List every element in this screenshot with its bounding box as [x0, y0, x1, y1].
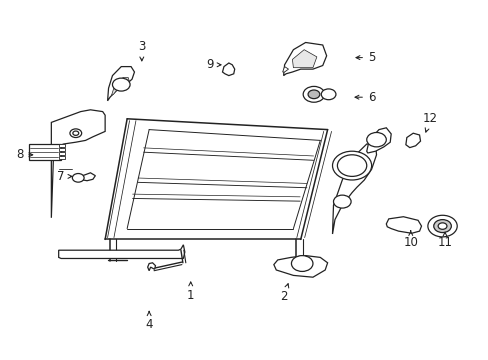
Polygon shape — [386, 217, 421, 233]
Polygon shape — [273, 256, 327, 277]
Circle shape — [70, 129, 81, 138]
Text: 8: 8 — [16, 148, 33, 161]
Circle shape — [337, 155, 366, 176]
Polygon shape — [332, 144, 376, 234]
Polygon shape — [111, 77, 129, 95]
Circle shape — [433, 220, 450, 233]
Circle shape — [303, 86, 324, 102]
Text: 5: 5 — [355, 51, 375, 64]
Circle shape — [437, 223, 446, 229]
Circle shape — [112, 78, 130, 91]
Circle shape — [73, 131, 79, 135]
Polygon shape — [405, 133, 420, 148]
Polygon shape — [51, 110, 105, 218]
Polygon shape — [222, 63, 234, 76]
Polygon shape — [72, 173, 95, 181]
Polygon shape — [59, 148, 64, 151]
Polygon shape — [107, 67, 134, 101]
Circle shape — [366, 132, 386, 147]
Polygon shape — [366, 128, 390, 153]
Circle shape — [72, 174, 84, 182]
Text: 3: 3 — [138, 40, 145, 61]
Polygon shape — [59, 156, 64, 159]
Text: 4: 4 — [145, 311, 153, 330]
Text: 12: 12 — [422, 112, 437, 132]
Text: 9: 9 — [206, 58, 221, 71]
Polygon shape — [29, 144, 61, 160]
Circle shape — [307, 90, 319, 99]
Polygon shape — [59, 152, 64, 155]
Circle shape — [321, 89, 335, 100]
Circle shape — [333, 195, 350, 208]
Text: 1: 1 — [186, 282, 194, 302]
Text: 7: 7 — [57, 170, 72, 183]
Circle shape — [291, 256, 312, 271]
Polygon shape — [283, 42, 326, 76]
Circle shape — [332, 151, 371, 180]
Text: 10: 10 — [403, 231, 417, 249]
Polygon shape — [282, 67, 288, 72]
Polygon shape — [292, 50, 316, 68]
Polygon shape — [147, 263, 155, 271]
Text: 2: 2 — [279, 284, 288, 303]
Polygon shape — [59, 144, 64, 147]
Polygon shape — [59, 245, 184, 258]
Text: 6: 6 — [354, 91, 375, 104]
Circle shape — [427, 215, 456, 237]
Text: 11: 11 — [437, 232, 451, 249]
